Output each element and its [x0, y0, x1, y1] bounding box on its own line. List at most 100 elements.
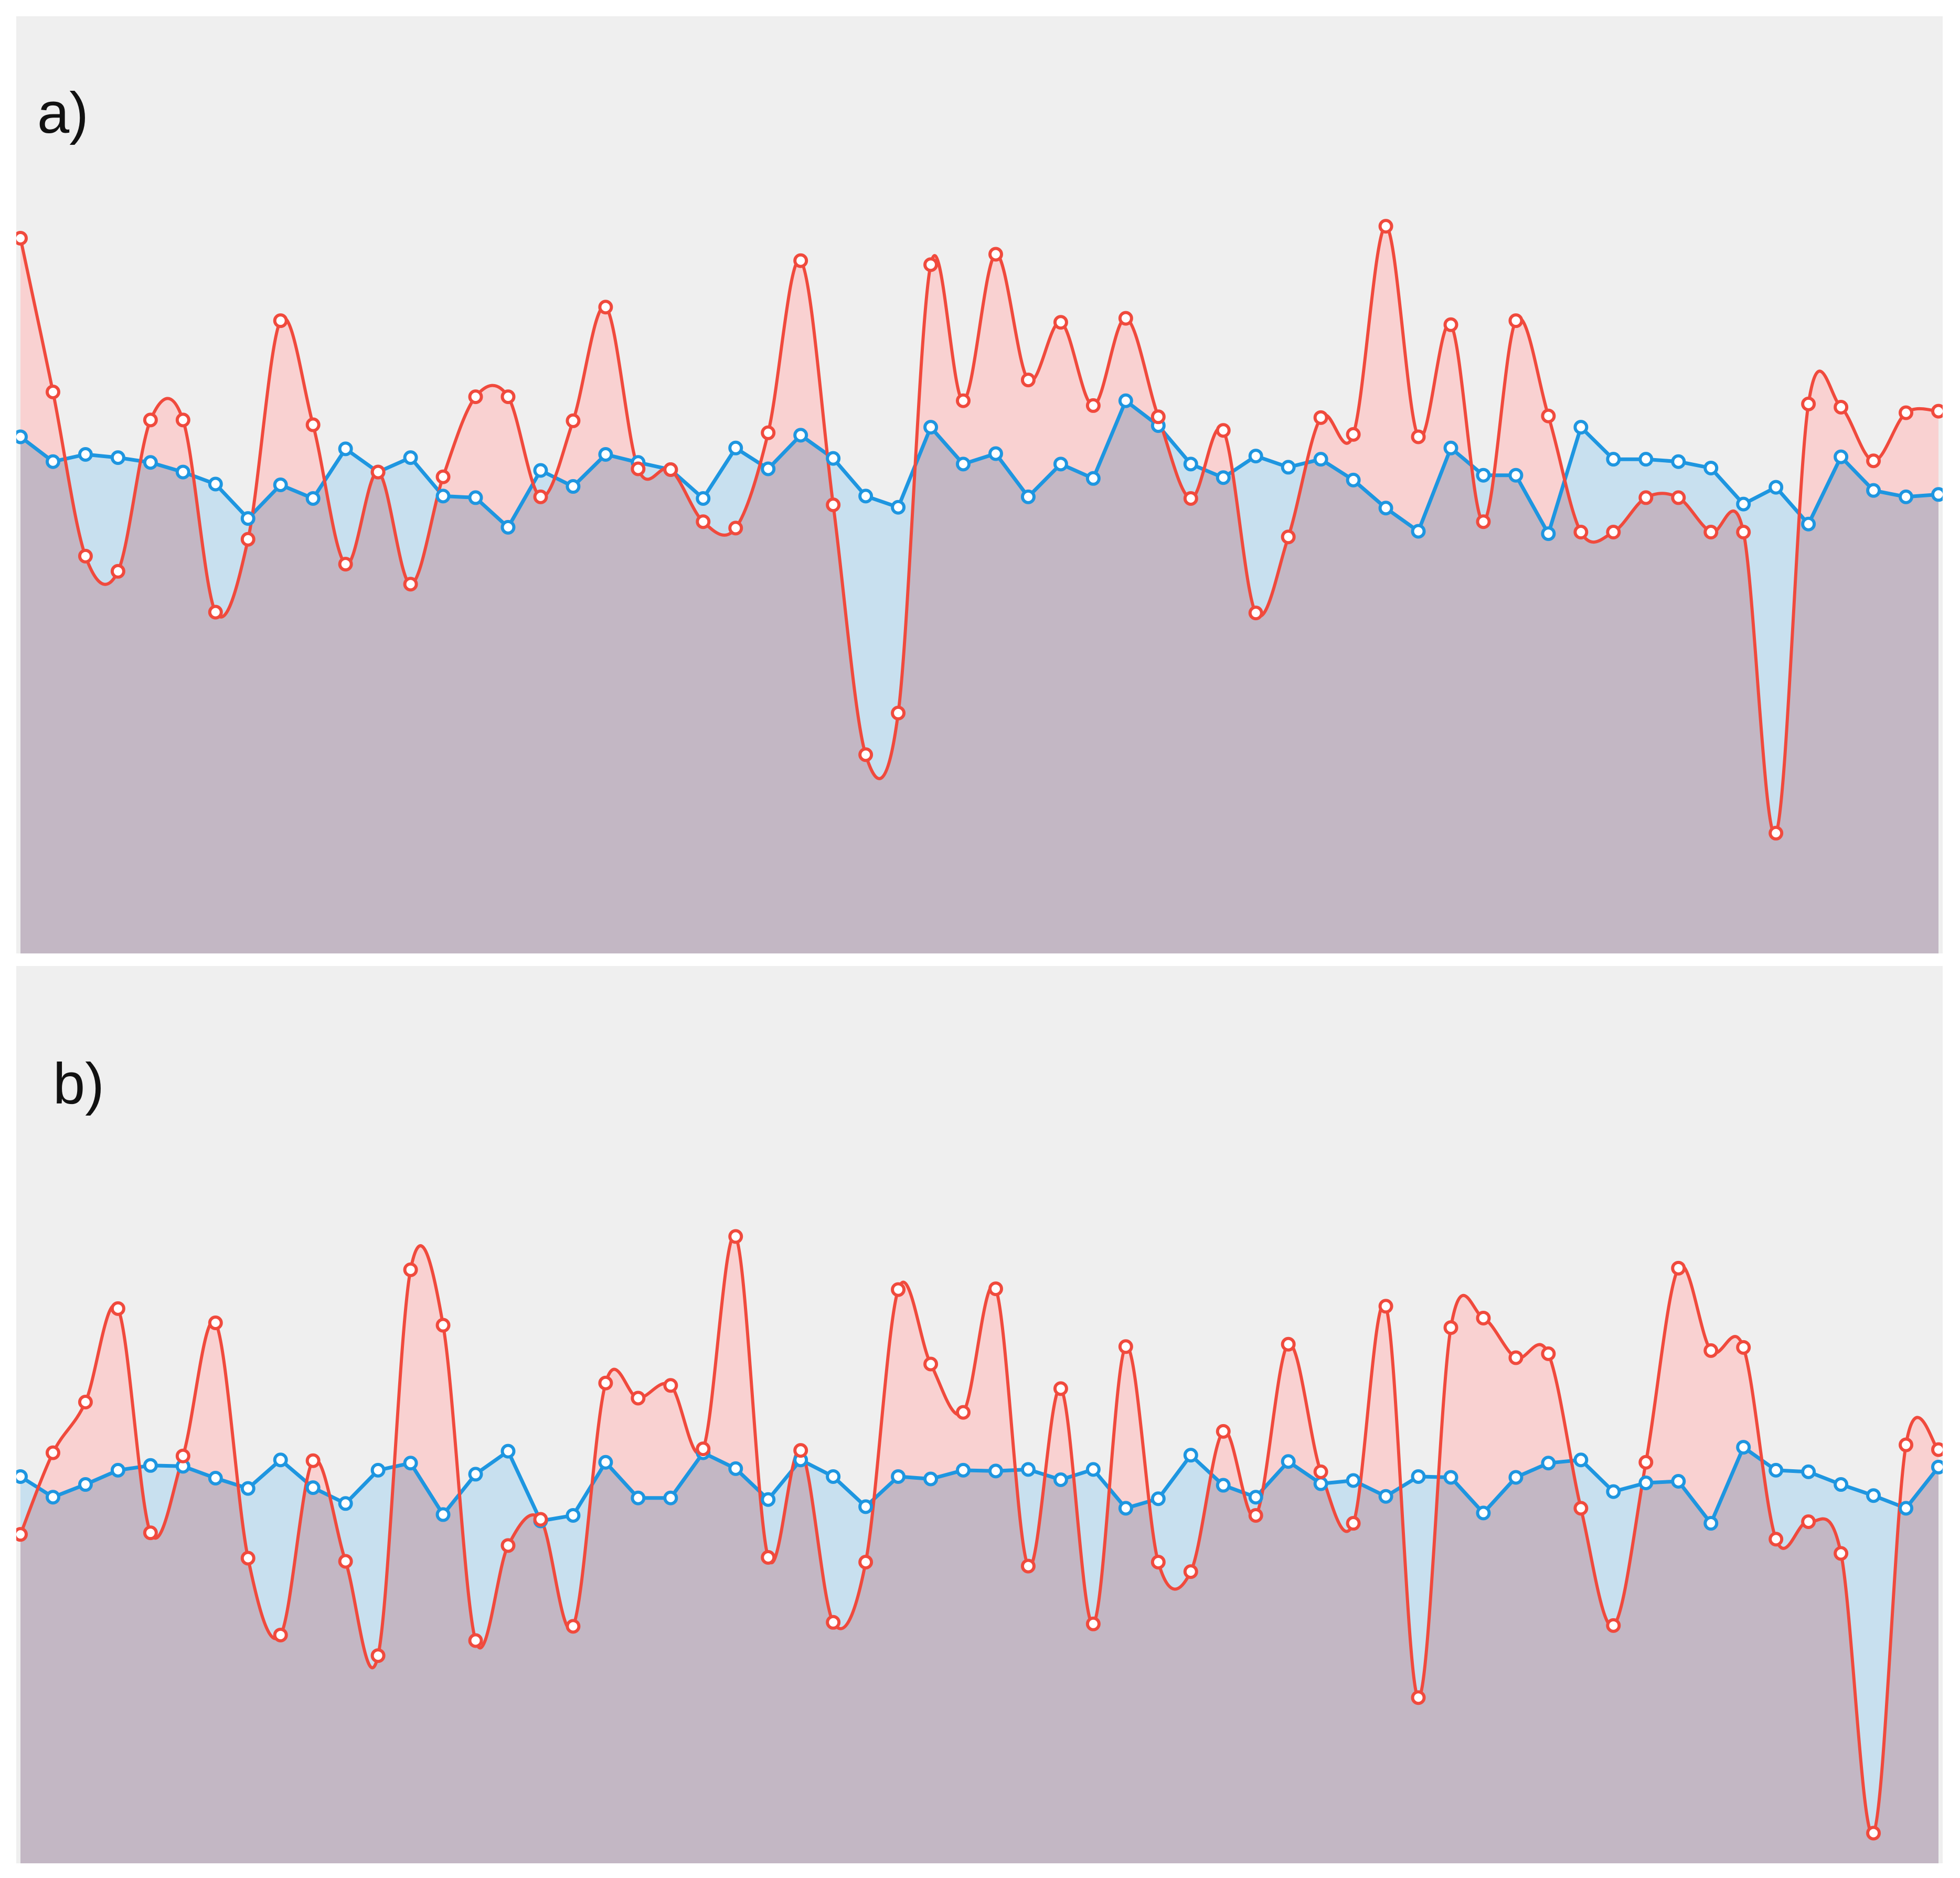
series-blue-point	[1248, 449, 1263, 464]
series-blue-point	[273, 1452, 288, 1468]
series-blue-point	[1866, 1488, 1881, 1503]
series-blue-point	[1834, 449, 1849, 464]
panel-label: b)	[53, 1052, 104, 1116]
series-blue-point	[1216, 470, 1231, 485]
series-blue-point	[891, 1469, 906, 1484]
series-blue-point	[1638, 1476, 1654, 1491]
series-blue-point	[1671, 454, 1686, 469]
series-red-point	[1899, 405, 1914, 420]
series-red-point	[1801, 396, 1816, 411]
series-blue-point	[240, 511, 255, 526]
series-blue-point	[1281, 460, 1296, 475]
series-red-point	[1346, 1516, 1361, 1531]
series-red-point	[1508, 313, 1524, 328]
series-red-point	[468, 389, 483, 405]
series-red-point	[956, 1405, 971, 1420]
series-red-point	[338, 1554, 353, 1569]
series-red-point	[1736, 1340, 1751, 1355]
series-blue-point	[923, 1471, 939, 1487]
series-blue-point	[1736, 496, 1751, 512]
series-blue-point	[1736, 1440, 1751, 1455]
series-blue-point	[45, 454, 60, 469]
series-red-point	[1313, 1464, 1328, 1479]
series-blue-point	[468, 1467, 483, 1482]
series-blue-point	[1476, 468, 1491, 483]
series-red-point	[45, 384, 60, 399]
series-red-point	[761, 425, 776, 440]
series-red-point	[728, 1229, 743, 1244]
series-red-point	[1834, 1546, 1849, 1561]
series-blue-point	[1671, 1474, 1686, 1489]
series-red-point	[1931, 404, 1943, 419]
series-red-point	[956, 393, 971, 408]
series-red-point	[1411, 1690, 1426, 1705]
series-blue-point	[1508, 1470, 1524, 1485]
series-red-point	[696, 1441, 711, 1457]
series-blue-point	[1313, 452, 1328, 467]
series-blue-point	[500, 519, 516, 535]
series-red-point	[1443, 1320, 1458, 1335]
series-red-point	[1020, 373, 1036, 388]
panel-label: a)	[37, 81, 89, 145]
series-blue-point	[78, 1477, 93, 1492]
series-red-point	[1703, 525, 1719, 540]
series-red-point	[305, 1453, 321, 1468]
series-red-point	[403, 1262, 418, 1277]
series-red-point	[663, 1378, 678, 1393]
series-blue-point	[1053, 1472, 1068, 1487]
series-red-point	[1899, 1437, 1914, 1452]
series-blue-point	[826, 451, 841, 466]
series-red-point	[1443, 317, 1458, 332]
series-blue-point	[1020, 489, 1036, 504]
series-red-point	[988, 247, 1003, 262]
series-blue-point	[1834, 1477, 1849, 1492]
series-blue-point	[1378, 501, 1393, 516]
series-red-point	[110, 1301, 125, 1316]
series-blue-point	[728, 440, 743, 455]
series-red-point	[78, 1395, 93, 1410]
series-blue-point	[1118, 393, 1133, 408]
series-red-point	[1866, 1826, 1881, 1841]
series-red-point	[858, 1555, 874, 1570]
series-blue-point	[208, 1470, 223, 1486]
series-blue-point	[1411, 524, 1426, 539]
series-blue-point	[468, 490, 483, 505]
series-red-point	[1248, 1508, 1263, 1523]
series-red-point	[273, 313, 288, 328]
series-blue-point	[45, 1490, 60, 1505]
series-red-point	[923, 1356, 939, 1372]
series-red-point	[1736, 525, 1751, 540]
series-red-point	[1541, 408, 1556, 423]
series-red-point	[1476, 514, 1491, 529]
series-blue-point	[1118, 1501, 1133, 1516]
series-red-point	[598, 300, 613, 315]
series-red-point	[175, 412, 190, 428]
series-blue-point	[1573, 420, 1589, 435]
series-red-point	[45, 1445, 60, 1460]
series-blue-point	[631, 1490, 646, 1505]
series-red-point	[1281, 529, 1296, 545]
series-blue-point	[1541, 526, 1556, 542]
series-blue-point	[78, 447, 93, 462]
series-blue-point	[403, 1456, 418, 1471]
series-blue-point	[208, 476, 223, 492]
series-red-point	[826, 1615, 841, 1630]
series-red-point	[1931, 1442, 1943, 1457]
series-red-point	[1151, 1555, 1166, 1570]
series-red-point	[1606, 525, 1621, 540]
series-red-point	[78, 548, 93, 564]
series-red-point	[1183, 491, 1198, 506]
series-blue-point	[1346, 1473, 1361, 1488]
series-red-point	[891, 705, 906, 720]
series-red-point	[208, 1315, 223, 1331]
series-red-point	[435, 1318, 451, 1333]
series-red-point	[1541, 1346, 1556, 1361]
series-blue-point	[1769, 480, 1784, 495]
series-red-point	[598, 1375, 613, 1391]
area-chart-b	[16, 1229, 1943, 1863]
chart-panel-b: b)	[16, 966, 1943, 1863]
series-blue-point	[16, 1469, 28, 1484]
series-blue-point	[1085, 471, 1101, 486]
series-blue-point	[370, 1462, 386, 1478]
series-blue-point	[110, 450, 125, 465]
